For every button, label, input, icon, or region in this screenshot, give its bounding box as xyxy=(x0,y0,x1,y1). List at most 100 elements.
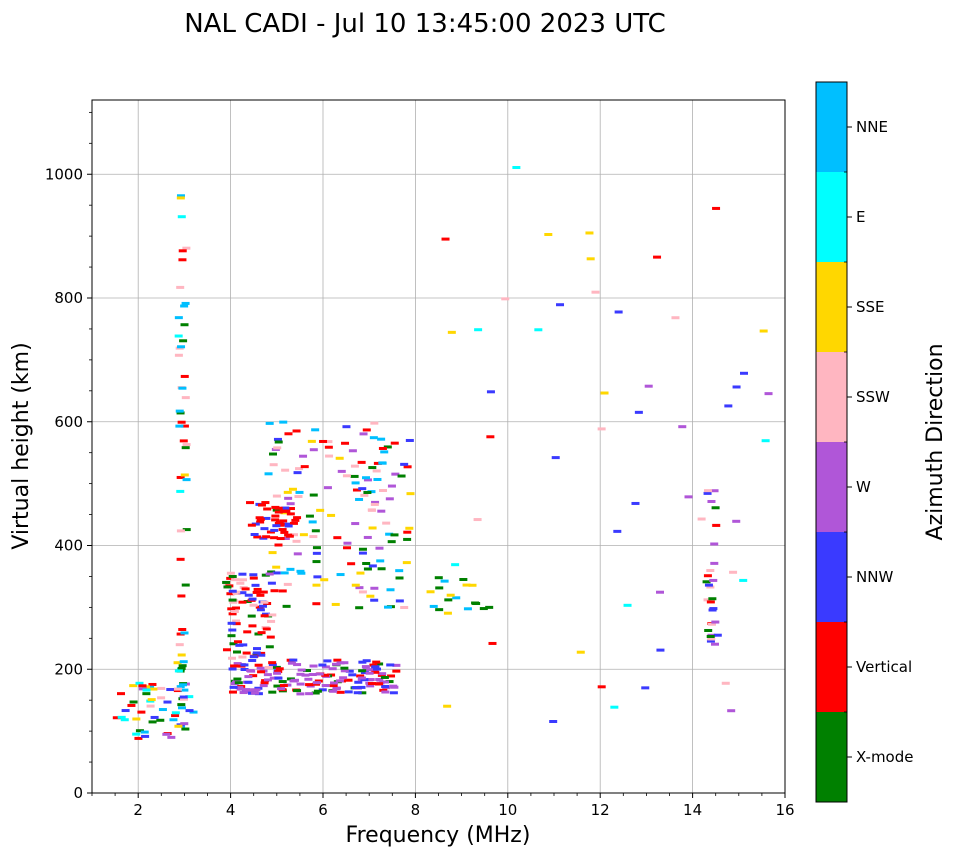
echo-point xyxy=(121,709,130,713)
echo-point xyxy=(710,542,719,546)
echo-point xyxy=(372,469,381,473)
echo-point xyxy=(323,659,332,663)
echo-point xyxy=(381,684,390,688)
echo-point xyxy=(260,614,269,618)
echo-point xyxy=(370,502,379,506)
echo-point xyxy=(243,630,252,634)
echo-point xyxy=(403,530,412,534)
echo-point xyxy=(262,516,271,520)
echo-point xyxy=(355,586,364,590)
echo-point xyxy=(350,474,359,478)
echo-point xyxy=(142,688,151,692)
echo-point xyxy=(586,257,595,261)
echo-point xyxy=(711,620,720,624)
echo-point xyxy=(360,671,369,675)
echo-point xyxy=(311,691,320,695)
echo-point xyxy=(238,572,247,576)
echo-point xyxy=(348,449,357,453)
echo-point xyxy=(313,575,322,579)
echo-point xyxy=(247,669,256,673)
echo-point xyxy=(463,607,472,611)
echo-point xyxy=(585,231,594,235)
echo-point xyxy=(275,667,284,671)
echo-point xyxy=(315,672,324,676)
echo-point xyxy=(732,519,741,523)
echo-point xyxy=(297,668,306,672)
echo-point xyxy=(273,437,282,441)
echo-point xyxy=(252,590,261,594)
echo-point xyxy=(764,392,773,396)
y-tick-label: 1000 xyxy=(45,165,83,183)
data-points xyxy=(112,166,773,740)
echo-point xyxy=(167,735,176,739)
echo-point xyxy=(278,680,287,684)
echo-point xyxy=(434,576,443,580)
echo-point xyxy=(228,589,237,593)
echo-point xyxy=(235,643,244,647)
echo-point xyxy=(316,508,325,512)
echo-point xyxy=(284,524,293,528)
echo-point xyxy=(176,194,185,198)
colorbar-frame xyxy=(815,81,848,803)
echo-point xyxy=(246,501,255,505)
echo-point xyxy=(358,551,367,555)
echo-point xyxy=(710,642,719,646)
echo-point xyxy=(354,680,363,684)
echo-point xyxy=(270,536,279,540)
echo-point xyxy=(227,634,236,638)
echo-point xyxy=(247,523,256,527)
echo-point xyxy=(138,684,147,688)
echo-point xyxy=(360,678,369,682)
echo-point xyxy=(400,462,409,466)
echo-point xyxy=(344,678,353,682)
echo-point xyxy=(405,526,414,530)
echo-point xyxy=(278,589,287,593)
echo-point xyxy=(292,429,301,433)
colorbar-tick-label: SSW xyxy=(856,388,890,406)
echo-point xyxy=(703,574,712,578)
echo-point xyxy=(274,440,283,444)
echo-point xyxy=(301,673,310,677)
echo-point xyxy=(267,581,276,585)
echo-point xyxy=(386,588,395,592)
echo-point xyxy=(610,705,619,709)
echo-point xyxy=(378,461,387,465)
echo-point xyxy=(406,492,415,496)
echo-point xyxy=(283,582,292,586)
echo-point xyxy=(249,674,258,678)
echo-point xyxy=(556,303,565,307)
echo-point xyxy=(321,665,330,669)
echo-point xyxy=(361,665,370,669)
echo-point xyxy=(443,704,452,708)
echo-point xyxy=(177,594,186,598)
echo-point xyxy=(177,345,186,349)
echo-point xyxy=(381,680,390,684)
echo-point xyxy=(257,651,266,655)
echo-point xyxy=(347,562,356,566)
echo-point xyxy=(357,460,366,464)
echo-point xyxy=(268,452,277,456)
echo-point xyxy=(324,445,333,449)
echo-point xyxy=(233,677,242,681)
echo-point xyxy=(249,573,258,577)
echo-point xyxy=(175,409,184,413)
echo-point xyxy=(426,590,435,594)
echo-point xyxy=(286,507,295,511)
echo-point xyxy=(239,691,248,695)
echo-point xyxy=(713,633,722,637)
echo-point xyxy=(264,665,273,669)
echo-point xyxy=(242,651,251,655)
echo-point xyxy=(392,669,401,673)
echo-point xyxy=(342,474,351,478)
echo-point xyxy=(395,569,404,573)
echo-point xyxy=(706,639,715,643)
echo-point xyxy=(175,643,184,647)
colorbar-segment xyxy=(816,172,847,262)
echo-point xyxy=(358,487,367,491)
echo-point xyxy=(254,686,263,690)
echo-point xyxy=(339,676,348,680)
echo-point xyxy=(390,441,399,445)
echo-point xyxy=(365,671,374,675)
echo-point xyxy=(471,601,480,605)
